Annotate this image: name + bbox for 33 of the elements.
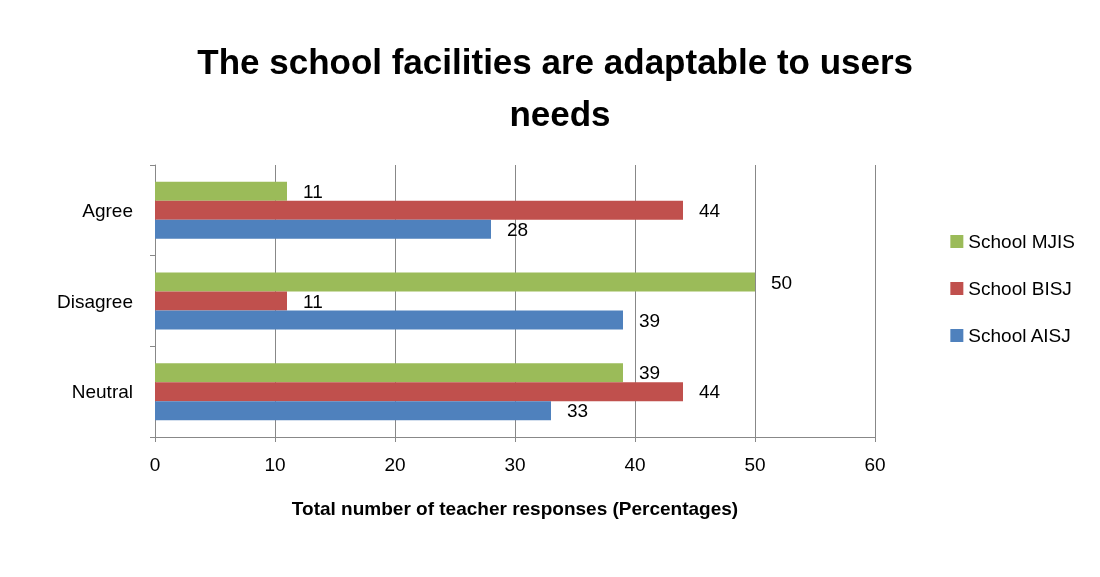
bar xyxy=(155,382,683,402)
x-tick-label: 10 xyxy=(264,454,286,475)
data-label: 33 xyxy=(567,400,589,422)
x-tick-label: 60 xyxy=(864,454,886,475)
x-tick-label: 30 xyxy=(504,454,526,475)
data-label: 11 xyxy=(303,180,323,202)
x-tick-label: 0 xyxy=(149,454,161,475)
data-label: 28 xyxy=(507,218,529,240)
bar xyxy=(155,291,287,311)
bar xyxy=(155,181,287,201)
bar xyxy=(155,363,623,383)
x-tick-label: 20 xyxy=(384,454,406,475)
x-tick-label: 50 xyxy=(744,454,766,475)
y-tick-label: Disagree xyxy=(56,290,133,312)
data-label: 50 xyxy=(771,271,793,293)
legend-label: School MJIS xyxy=(968,231,1075,252)
bar xyxy=(155,310,623,330)
data-label: 11 xyxy=(303,290,323,312)
bar xyxy=(155,401,551,421)
y-tick-label: Neutral xyxy=(71,381,133,403)
data-label: 39 xyxy=(639,309,661,331)
data-label: 44 xyxy=(699,381,721,403)
y-tick-label: Agree xyxy=(82,199,133,221)
data-label: 44 xyxy=(699,199,721,221)
bar xyxy=(155,272,755,292)
chart-title: The school facilities are adaptable to users needs xyxy=(197,41,923,133)
legend-label: School BISJ xyxy=(968,278,1072,299)
x-axis-title: Total number of teacher responses (Percentages) xyxy=(291,498,739,519)
legend-label: School AISJ xyxy=(968,325,1071,346)
data-label: 39 xyxy=(639,362,661,384)
bar xyxy=(155,200,683,220)
bar xyxy=(155,219,491,239)
x-tick-label: 40 xyxy=(624,454,646,475)
